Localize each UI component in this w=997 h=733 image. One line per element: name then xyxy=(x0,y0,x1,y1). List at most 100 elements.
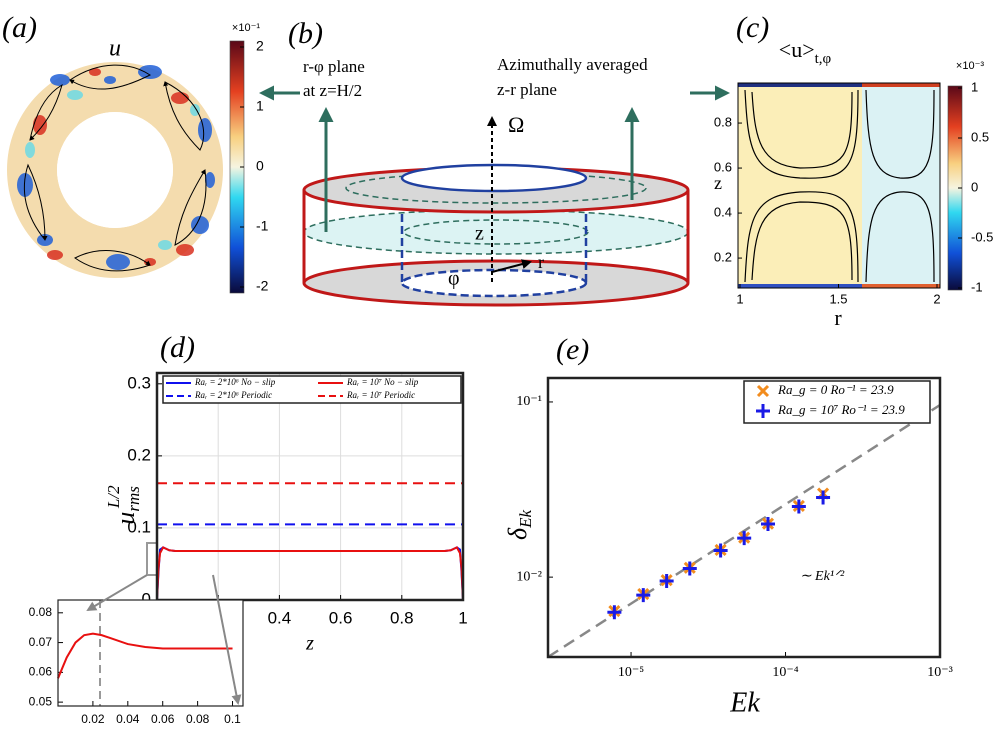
legend-label: Ra_g = 0 Ro⁻¹ = 23.9 xyxy=(777,382,894,397)
marker xyxy=(816,490,831,505)
y-tick-label: 0.4 xyxy=(714,205,732,220)
marker xyxy=(682,561,697,576)
zr-field xyxy=(737,82,941,289)
y-tick-label: 0.06 xyxy=(29,665,53,679)
x-tick-label: 10⁻⁵ xyxy=(618,665,644,680)
y-tick-label: 0.07 xyxy=(29,635,53,649)
y-tick-label: 0.1 xyxy=(127,517,151,536)
axis-label: z xyxy=(475,223,484,245)
y-tick-label: 0.2 xyxy=(127,445,151,464)
x-tick-label: 0.6 xyxy=(329,608,353,627)
colorbar-tick-label: 2 xyxy=(256,38,264,54)
x-tick-label: 10⁻⁴ xyxy=(772,665,798,680)
y-axis-label: urmsL/2 xyxy=(104,485,143,525)
plot-frame xyxy=(57,599,244,707)
legend-label: Ra_g = 10⁷ Ro⁻¹ = 23.9 xyxy=(777,402,905,417)
y-tick-label: 10⁻¹ xyxy=(516,394,542,409)
axis-label: r xyxy=(538,252,544,272)
x-tick-label: 1 xyxy=(736,291,743,306)
line xyxy=(156,546,464,601)
x-axis-label: Ek xyxy=(729,687,760,718)
panel-label: (e) xyxy=(556,333,589,366)
y-axis-label-superscript: L/2 xyxy=(104,485,123,509)
x-axis-label: r xyxy=(834,305,842,330)
colorbar-tick-label: 0 xyxy=(971,179,978,194)
colorbar-exponent: ×10⁻¹ xyxy=(232,22,260,34)
y-tick-label: 0.8 xyxy=(714,114,732,129)
x-tick-label: 0.02 xyxy=(81,712,105,726)
colorbar-tick-label: -0.5 xyxy=(971,229,993,244)
y-tick-label: 0.3 xyxy=(127,373,151,392)
y-tick-label: 0.08 xyxy=(29,605,53,619)
plot-area xyxy=(157,373,463,600)
legend-label: Raᵣ = 2*10⁶ No − slip xyxy=(194,377,276,387)
panel-label: (b) xyxy=(288,17,323,50)
diagram-label: r-φ plane xyxy=(303,57,365,76)
marker xyxy=(659,574,674,589)
legend-marker xyxy=(756,384,770,398)
y-axis-label-main: δ xyxy=(503,527,532,540)
y-axis-label: z xyxy=(714,173,722,193)
legend-label: Raᵣ = 10⁷ Periodic xyxy=(346,390,415,400)
x-axis-label: z xyxy=(305,633,314,655)
colorbar-tick-label: -1 xyxy=(971,279,983,294)
legend-box xyxy=(743,380,931,424)
x-tick-label: 0.1 xyxy=(224,712,241,726)
title-subscript: t,φ xyxy=(815,51,832,67)
line xyxy=(57,632,233,679)
colorbar-exponent: ×10⁻³ xyxy=(956,60,984,72)
marker xyxy=(607,605,622,620)
marker xyxy=(636,588,651,603)
colorbar-tick-label: -2 xyxy=(256,278,269,294)
legend-box xyxy=(162,375,462,404)
annulus-field xyxy=(7,62,223,278)
panel-title: <u>t,φ xyxy=(779,37,832,67)
title-main: <u> xyxy=(779,37,815,62)
diagram-label: Azimuthally averaged xyxy=(497,55,648,74)
colorbar-tick-label: 1 xyxy=(971,79,978,94)
panel-label: (c) xyxy=(736,11,769,44)
legend-marker xyxy=(756,404,770,418)
colorbar-tick-label: -1 xyxy=(256,218,269,234)
y-tick-label: 0.2 xyxy=(714,250,732,265)
marker xyxy=(760,517,775,532)
colorbar-tick-label: 1 xyxy=(256,98,264,114)
y-axis-label-subscript: rms xyxy=(124,486,143,512)
annotation: ∼ Ek¹ᐟ² xyxy=(800,569,845,584)
cylinder-schematic xyxy=(259,85,730,307)
zoom-connector xyxy=(86,574,148,612)
x-tick-label: 0.4 xyxy=(268,608,292,627)
panel-label: (d) xyxy=(160,331,195,364)
y-axis-label: δEk xyxy=(503,510,535,540)
x-tick-label: 0.08 xyxy=(186,712,210,726)
marker xyxy=(713,543,728,558)
plot-area xyxy=(58,600,243,706)
zoom-connector xyxy=(212,574,242,705)
x-tick-label: 10⁻³ xyxy=(927,665,953,680)
y-axis-label-main: u xyxy=(111,512,140,525)
diagram-label: z-r plane xyxy=(497,80,557,99)
x-tick-label: 0.06 xyxy=(151,712,175,726)
y-tick-label: 0.05 xyxy=(29,694,53,708)
marker xyxy=(737,531,752,546)
plot-frame xyxy=(155,371,465,602)
panel-label: (a) xyxy=(2,11,37,44)
y-axis-label-subscript: Ek xyxy=(516,510,535,529)
colorbar-tick-label: 0 xyxy=(256,158,264,174)
legend-label: Raᵣ = 2*10⁶ Periodic xyxy=(194,390,272,400)
x-tick-label: 0.04 xyxy=(116,712,140,726)
y-tick-label: 0 xyxy=(142,589,151,608)
x-tick-label: 1.5 xyxy=(829,291,847,306)
marker xyxy=(791,499,806,514)
y-tick-label: 0.6 xyxy=(714,159,732,174)
colorbar-tick-label: 0.5 xyxy=(971,129,989,144)
omega-label: Ω xyxy=(508,112,524,137)
legend-label: Raᵣ = 10⁷ No − slip xyxy=(346,377,419,387)
plot-frame xyxy=(546,376,942,659)
x-tick-label: 1 xyxy=(458,608,467,627)
x-tick-label: 0.8 xyxy=(390,608,414,627)
axis-label: φ xyxy=(448,268,460,290)
